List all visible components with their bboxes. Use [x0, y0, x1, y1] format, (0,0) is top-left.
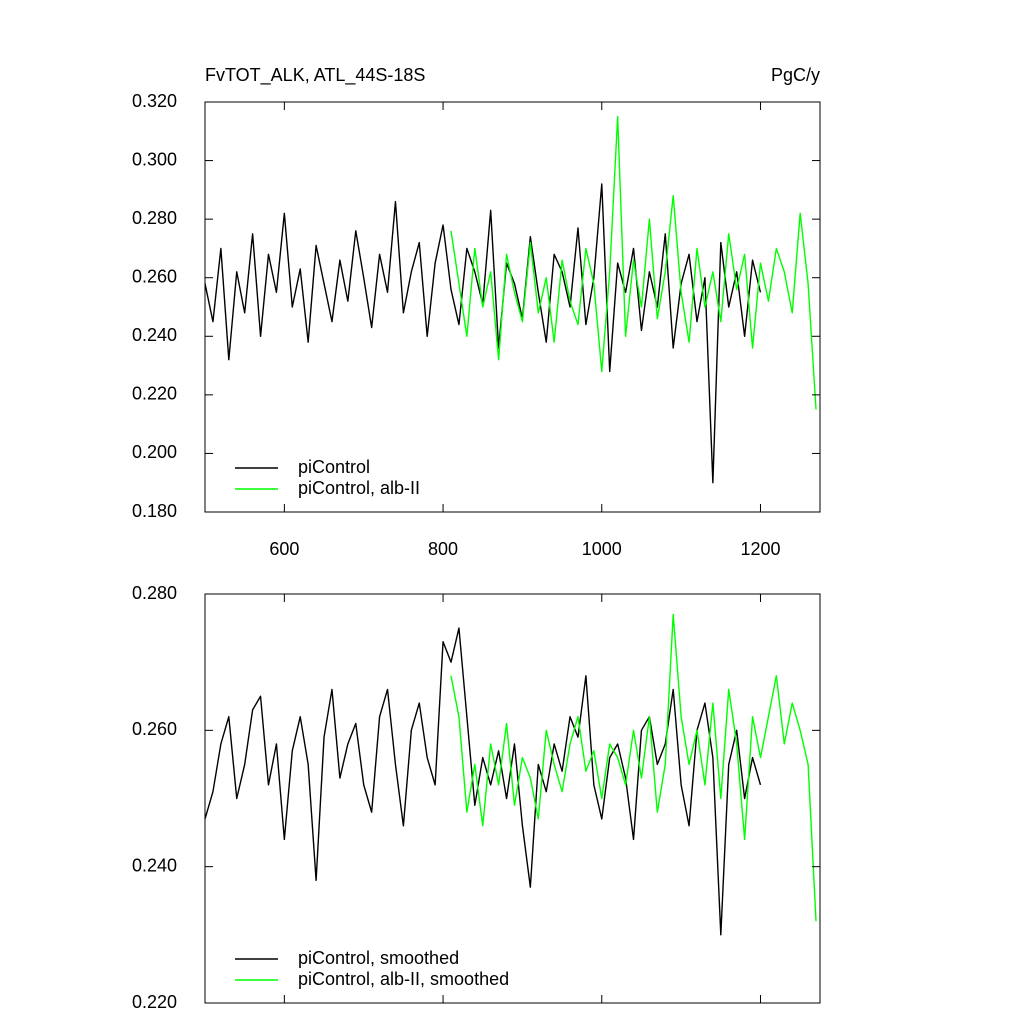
y-tick-label: 0.300	[132, 149, 177, 169]
plot-frame	[204, 593, 821, 1004]
y-tick-label: 0.280	[132, 583, 177, 603]
x-tick-label: 600	[269, 539, 299, 559]
y-tick-label: 0.240	[132, 325, 177, 345]
y-tick-label: 0.260	[132, 719, 177, 739]
y-tick-label: 0.280	[132, 208, 177, 228]
x-tick-label: 1000	[582, 539, 622, 559]
legend-label: piControl	[298, 457, 370, 477]
data-line	[450, 613, 817, 922]
y-tick-label: 0.240	[132, 855, 177, 875]
y-tick-label: 0.260	[132, 266, 177, 286]
legend-label: piControl, alb-II	[298, 478, 420, 498]
x-tick-label: 800	[428, 539, 458, 559]
units-label: PgC/y	[771, 65, 820, 85]
y-tick-label: 0.220	[132, 384, 177, 404]
legend-label: piControl, alb-II, smoothed	[298, 969, 509, 989]
y-tick-label: 0.320	[132, 91, 177, 111]
legend-label: piControl, smoothed	[298, 948, 459, 968]
data-line	[204, 183, 762, 484]
x-tick-label: 1200	[740, 539, 780, 559]
data-line	[450, 115, 817, 410]
y-tick-label: 0.220	[132, 992, 177, 1012]
y-tick-label: 0.180	[132, 501, 177, 521]
plot-frame	[204, 101, 821, 513]
chart-title: FvTOT_ALK, ATL_44S-18S	[205, 65, 425, 86]
y-tick-label: 0.200	[132, 442, 177, 462]
